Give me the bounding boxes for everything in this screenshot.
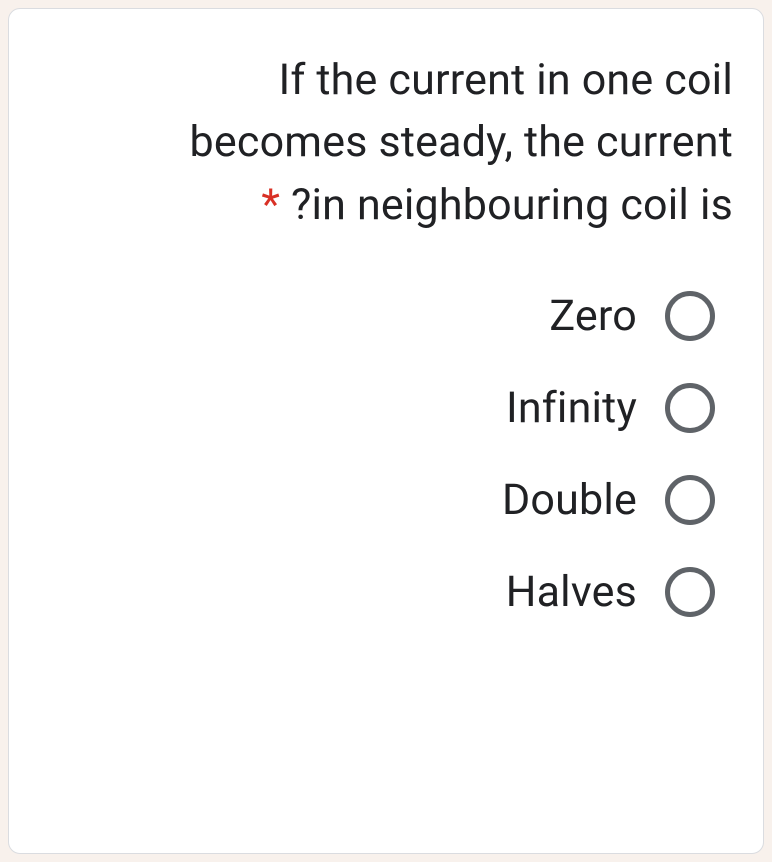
question-line-1: If the current in one coil [278, 55, 733, 105]
required-asterisk: * [261, 180, 280, 230]
options-container: Zero Infinity Double Halves [37, 291, 733, 617]
option-label: Zero [549, 291, 637, 341]
option-label: Infinity [506, 383, 637, 433]
option-row[interactable]: Infinity [37, 383, 715, 433]
option-label: Halves [506, 567, 637, 617]
question-text: If the current in one coil becomes stead… [37, 49, 733, 236]
radio-button[interactable] [665, 475, 715, 525]
option-row[interactable]: Double [37, 475, 715, 525]
radio-button[interactable] [665, 567, 715, 617]
radio-button[interactable] [665, 383, 715, 433]
option-row[interactable]: Halves [37, 567, 715, 617]
option-row[interactable]: Zero [37, 291, 715, 341]
question-line-3: ?in neighbouring coil is [291, 180, 733, 230]
question-card: If the current in one coil becomes stead… [8, 8, 764, 854]
option-label: Double [502, 475, 637, 525]
question-line-2: becomes steady, the current [190, 117, 733, 167]
radio-button[interactable] [665, 291, 715, 341]
